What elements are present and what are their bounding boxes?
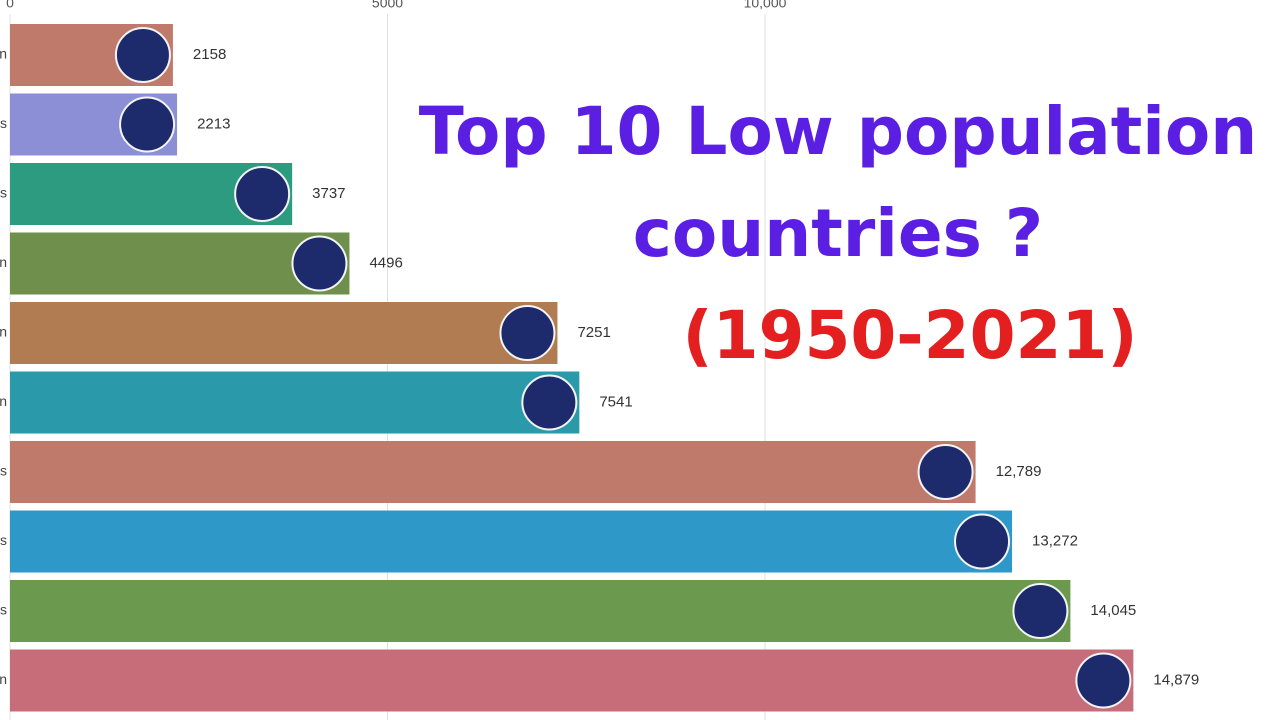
category-label: n	[0, 671, 7, 687]
flag-icon	[521, 374, 578, 431]
category-label: s	[0, 532, 7, 548]
value-label: 12,789	[996, 463, 1042, 480]
bar	[10, 580, 1071, 642]
chart-title: Top 10 Low population	[419, 93, 1257, 170]
value-label: 2213	[197, 115, 230, 132]
bars: 2158 n 2213 s 3737 s 4496 n 7251 n 7541 n 12,789 s 13,…	[0, 24, 1199, 712]
value-label: 2158	[193, 46, 226, 63]
category-label: s	[0, 185, 7, 201]
value-label: 3737	[312, 185, 345, 202]
bar	[10, 649, 1134, 712]
flag-icon	[1075, 652, 1132, 709]
category-label: s	[0, 463, 7, 479]
bar	[10, 302, 558, 364]
value-label: 14,045	[1090, 602, 1136, 619]
value-label: 7541	[599, 393, 632, 410]
x-tick-label: 0	[6, 0, 14, 11]
value-label: 7251	[577, 324, 610, 341]
flag-icon	[1012, 583, 1069, 639]
flag-icon	[114, 27, 171, 83]
flag-icon	[954, 513, 1011, 570]
flag-icon	[119, 96, 176, 153]
bar	[10, 510, 1013, 573]
x-tick-label: 10,000	[744, 0, 787, 11]
bar	[10, 371, 580, 434]
value-label: 14,879	[1153, 671, 1199, 688]
flag-icon	[917, 444, 974, 500]
category-label: n	[0, 46, 7, 62]
category-label: s	[0, 602, 7, 618]
x-tick-label: 5000	[372, 0, 403, 11]
bar	[10, 441, 976, 503]
category-label: n	[0, 254, 7, 270]
flag-icon	[499, 305, 556, 361]
chart-title: countries ?	[633, 195, 1043, 272]
chart-subtitle: (1950-2021)	[682, 297, 1137, 374]
flag-icon	[234, 166, 291, 222]
category-label: n	[0, 393, 7, 409]
category-label: n	[0, 324, 7, 340]
value-label: 13,272	[1032, 532, 1078, 549]
category-label: s	[0, 115, 7, 131]
value-label: 4496	[369, 254, 402, 271]
flag-icon	[291, 235, 348, 292]
